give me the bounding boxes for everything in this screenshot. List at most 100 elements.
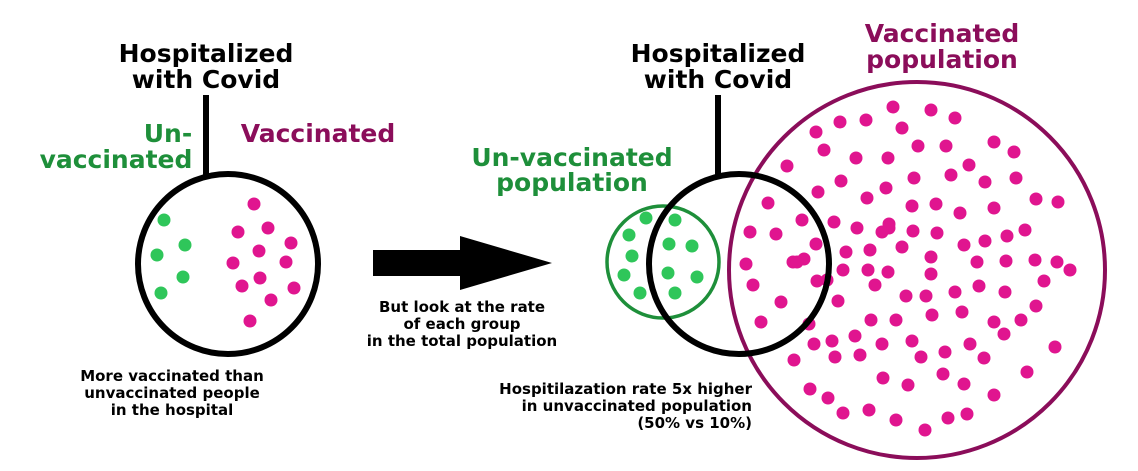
vaccinated-person-dot: [948, 111, 962, 125]
vaccinated-person-dot: [833, 115, 847, 129]
unvaccinated-person-dot: [625, 249, 639, 263]
arrow-group: But look at the rate of each group in th…: [367, 236, 557, 350]
vaccinated-person-dot: [962, 158, 976, 172]
unvaccinated-person-dot: [668, 286, 682, 300]
vaccinated-person-dot: [924, 267, 938, 281]
vaccinated-person-dot: [1018, 223, 1032, 237]
vaccinated-person-dot: [834, 174, 848, 188]
vaccinated-person-dot: [907, 171, 921, 185]
arrow-caption-line3: in the total population: [367, 332, 557, 350]
vaccinated-person-dot: [790, 255, 804, 269]
unvaccinated-population-circle: [605, 204, 721, 320]
vaccinated-person-dot: [895, 240, 909, 254]
vaccinated-person-dot: [827, 215, 841, 229]
vaccinated-person-dot: [1020, 365, 1034, 379]
vaccinated-person-dot: [253, 271, 267, 285]
vaccinated-person-dot: [905, 334, 919, 348]
vaccinated-person-dot: [997, 327, 1011, 341]
vaccinated-person-dot: [953, 206, 967, 220]
vaccinated-person-dot: [226, 256, 240, 270]
vaccinated-person-dot: [839, 245, 853, 259]
vaccinated-person-dot: [941, 411, 955, 425]
vaccinated-person-dot: [1028, 253, 1042, 267]
right-hospitalized-circle: [646, 171, 832, 357]
vaccinated-person-dot: [769, 227, 783, 241]
unvaccinated-person-dot: [690, 270, 704, 284]
vaccinated-person-dot: [972, 279, 986, 293]
vaccinated-person-dot: [831, 294, 845, 308]
unvaccinated-person-dot: [622, 228, 636, 242]
vaccinated-person-dot: [955, 305, 969, 319]
vaccinated-person-dot: [279, 255, 293, 269]
vaccinated-person-dot: [809, 125, 823, 139]
vaccinated-person-dot: [987, 315, 1001, 329]
vaccinated-person-dot: [836, 406, 850, 420]
vaccinated-person-dot: [862, 403, 876, 417]
vaccinated-person-dot: [938, 345, 952, 359]
unvaccinated-person-dot: [639, 211, 653, 225]
vaccinated-person-dot: [853, 348, 867, 362]
right-unvaccinated-dots: [617, 211, 704, 300]
vaccinated-person-dot: [836, 263, 850, 277]
left-caption-line2: unvaccinated people: [84, 384, 260, 402]
arrow-caption-line1: But look at the rate: [379, 298, 545, 316]
vaccinated-person-dot: [821, 391, 835, 405]
vaccinated-person-dot: [944, 168, 958, 182]
vaccinated-person-dot: [977, 351, 991, 365]
left-unvaccinated-label-line1: Un-: [144, 119, 192, 148]
vaccinated-person-dot: [1009, 171, 1023, 185]
unvaccinated-person-dot: [617, 268, 631, 282]
vaccinated-person-dot: [235, 279, 249, 293]
vaccinated-person-dot: [743, 225, 757, 239]
vaccinated-person-dot: [850, 221, 864, 235]
vaccinated-population-label-line2: population: [866, 45, 1018, 74]
vaccinated-person-dot: [261, 221, 275, 235]
right-arrow-icon: [373, 236, 552, 290]
vaccinated-person-dot: [252, 244, 266, 258]
vaccinated-person-dot: [810, 274, 824, 288]
vaccinated-person-dot: [987, 201, 1001, 215]
unvaccinated-person-dot: [150, 248, 164, 262]
unvaccinated-population-label-line1: Un-vaccinated: [471, 143, 672, 172]
vaccinated-person-dot: [906, 224, 920, 238]
vaccinated-person-dot: [761, 196, 775, 210]
vaccinated-person-dot: [231, 225, 245, 239]
vaccinated-person-dot: [886, 100, 900, 114]
vaccinated-person-dot: [875, 225, 889, 239]
arrow-caption-line2: of each group: [404, 315, 521, 333]
vaccinated-person-dot: [787, 353, 801, 367]
left-hospitalized-circle: [135, 171, 321, 357]
vaccinated-person-dot: [960, 407, 974, 421]
vaccinated-person-dot: [895, 121, 909, 135]
vaccinated-person-dot: [864, 313, 878, 327]
vaccinated-person-dot: [780, 159, 794, 173]
vaccinated-population-label-line1: Vaccinated: [865, 19, 1020, 48]
left-unvaccinated-dots: [150, 213, 192, 300]
vaccinated-person-dot: [978, 175, 992, 189]
vaccinated-person-dot: [919, 289, 933, 303]
vaccinated-person-dot: [1000, 229, 1014, 243]
vaccinated-person-dot: [930, 226, 944, 240]
left-caption-line3: in the hospital: [111, 401, 234, 419]
vaccinated-person-dot: [957, 238, 971, 252]
vaccinated-person-dot: [861, 263, 875, 277]
vaccinated-person-dot: [924, 250, 938, 264]
vaccinated-person-dot: [924, 103, 938, 117]
vaccinated-person-dot: [936, 367, 950, 381]
unvaccinated-person-dot: [662, 237, 676, 251]
vaccinated-person-dot: [1063, 263, 1077, 277]
vaccinated-person-dot: [811, 185, 825, 199]
vaccinated-person-dot: [999, 254, 1013, 268]
vaccinated-person-dot: [889, 413, 903, 427]
vaccinated-population-circle: [727, 80, 1107, 460]
vaccinated-person-dot: [817, 143, 831, 157]
vaccinated-person-dot: [876, 371, 890, 385]
left-vaccinated-label: Vaccinated: [241, 119, 396, 148]
vaccinated-person-dot: [284, 236, 298, 250]
vaccinated-person-dot: [825, 334, 839, 348]
left-title-line2: with Covid: [132, 65, 280, 94]
vaccinated-person-dot: [809, 237, 823, 251]
vaccinated-person-dot: [957, 377, 971, 391]
vaccinated-person-dot: [1029, 192, 1043, 206]
